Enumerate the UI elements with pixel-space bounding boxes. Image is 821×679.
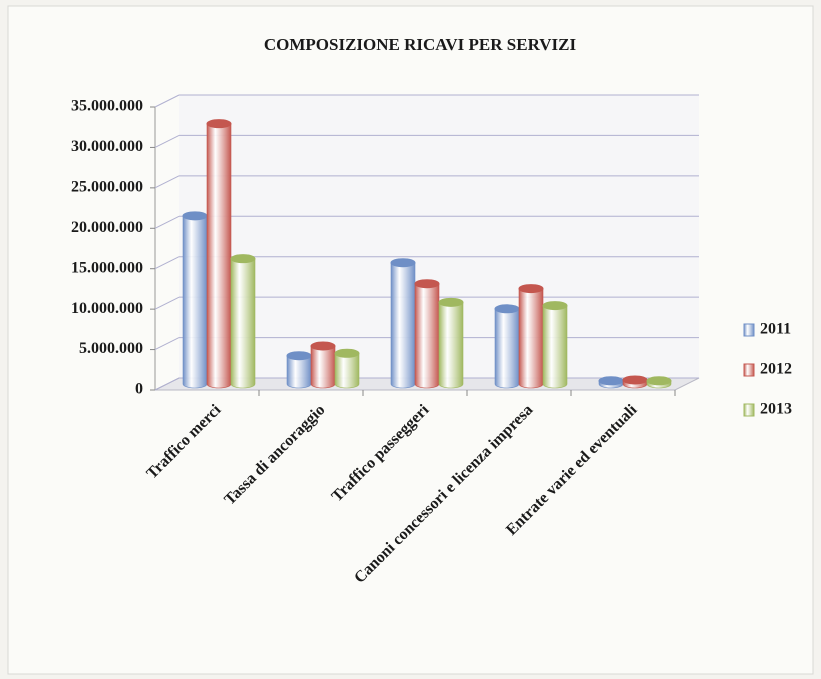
grid-line — [154, 134, 180, 148]
grid-line — [154, 94, 180, 108]
bar — [286, 355, 312, 389]
bar-cap — [518, 284, 544, 294]
bar-cap — [390, 258, 416, 268]
grid-line — [154, 175, 180, 189]
bar — [390, 262, 416, 389]
bar-cap — [334, 348, 360, 358]
grid-line — [154, 256, 180, 270]
bar — [542, 305, 568, 389]
bar — [414, 283, 440, 389]
legend-swatch — [743, 323, 755, 337]
y-tick-label: 0 — [135, 381, 143, 398]
back-wall — [179, 95, 699, 378]
y-tick-label: 35.000.000 — [71, 98, 143, 115]
y-tick-label: 15.000.000 — [71, 259, 143, 276]
legend-label: 2011 — [760, 321, 791, 338]
y-tick-label: 25.000.000 — [71, 179, 143, 196]
grid-line — [154, 215, 180, 229]
bar-cap — [622, 375, 648, 385]
y-tick-label: 5.000.000 — [79, 340, 143, 357]
bar-cap — [542, 301, 568, 311]
y-tick-label: 10.000.000 — [71, 300, 143, 317]
bar-cap — [230, 254, 256, 264]
grid-line — [154, 377, 180, 391]
bar-cap — [286, 351, 312, 361]
grid-line — [154, 337, 180, 351]
y-tick-label: 20.000.000 — [71, 219, 143, 236]
bar-cap — [494, 304, 520, 314]
bar — [334, 352, 360, 389]
y-tick-label: 30.000.000 — [71, 138, 143, 155]
bar-cap — [182, 211, 208, 221]
grid-line — [154, 296, 180, 310]
bar — [494, 308, 520, 389]
legend-label: 2012 — [760, 361, 792, 378]
bar — [206, 123, 232, 389]
bar — [310, 345, 336, 389]
bar-cap — [310, 341, 336, 351]
legend-swatch — [743, 363, 755, 377]
bar — [230, 258, 256, 389]
legend-swatch — [743, 403, 755, 417]
bar-cap — [206, 119, 232, 129]
bar-cap — [414, 279, 440, 289]
bar-cap — [438, 297, 464, 307]
legend-label: 2013 — [760, 401, 792, 418]
bar-cap — [646, 376, 672, 386]
bar-cap — [598, 376, 624, 386]
bar — [438, 302, 464, 389]
bar — [182, 215, 208, 389]
bar — [518, 288, 544, 389]
chart-title: COMPOSIZIONE RICAVI PER SERVIZI — [264, 35, 577, 54]
